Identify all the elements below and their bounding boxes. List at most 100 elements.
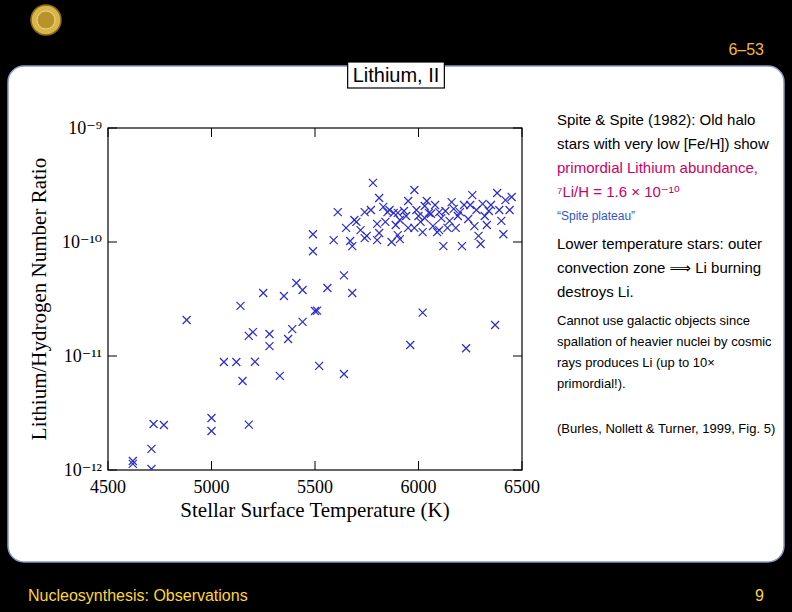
point (508, 193, 516, 201)
chart: 4500500055006000650010⁻¹²10⁻¹¹10⁻¹⁰10⁻⁹S… (27, 118, 540, 522)
point (284, 335, 292, 343)
point (427, 210, 435, 218)
point (375, 229, 383, 237)
point (330, 236, 338, 244)
point (437, 214, 445, 222)
note-text: Spite & Spite (1982): Old halo stars wit… (557, 111, 769, 152)
point (392, 221, 400, 229)
point (160, 421, 168, 429)
y-tick (108, 242, 117, 243)
y-tick (513, 470, 522, 471)
point (481, 212, 489, 220)
y-tick (513, 128, 522, 129)
note: Lower temperature stars: outer convectio… (557, 232, 779, 304)
point (423, 197, 431, 205)
point (483, 221, 491, 229)
point (249, 328, 257, 336)
point (448, 198, 456, 206)
point (458, 242, 466, 250)
point (313, 307, 321, 315)
note: (Burles, Nollett & Turner, 1999, Fig. 5) (557, 416, 779, 442)
x-tick (108, 128, 109, 137)
point (150, 420, 158, 428)
point (315, 362, 323, 370)
point (309, 230, 317, 238)
point (245, 421, 253, 429)
y-tick-label: 10⁻¹² (64, 460, 102, 480)
point (375, 194, 383, 202)
point (334, 208, 342, 216)
point (147, 465, 155, 470)
point (340, 271, 348, 279)
point (309, 247, 317, 255)
point (456, 208, 464, 216)
point (493, 189, 501, 197)
point (265, 330, 273, 338)
point (386, 206, 394, 214)
point (323, 284, 331, 292)
x-tick (418, 128, 419, 137)
logo (31, 5, 61, 35)
point (276, 372, 284, 380)
note: “Spite plateau” (557, 206, 779, 226)
point (419, 309, 427, 317)
point (415, 212, 423, 220)
point (129, 460, 137, 468)
point (497, 217, 505, 225)
x-tick-label: 6000 (401, 477, 437, 497)
point (468, 191, 476, 199)
point (352, 218, 360, 226)
note-text: “Spite plateau” (557, 209, 635, 223)
point (394, 209, 402, 217)
point (495, 206, 503, 214)
note-text: ⁷Li/H = 1.6 × 10⁻¹⁰ (557, 183, 680, 200)
point (299, 286, 307, 294)
x-tick (211, 128, 212, 137)
point (406, 341, 414, 349)
point (373, 220, 381, 228)
note: Spite & Spite (1982): Old halo stars wit… (557, 108, 779, 204)
point (361, 208, 369, 216)
x-axis-label: Stellar Surface Temperature (K) (180, 498, 449, 522)
point (373, 236, 381, 244)
slide: 6–53 Lithium, II Nucleosynthesis: Observat… (0, 0, 792, 612)
note-text: primordial Lithium abundance, (557, 159, 758, 176)
point (396, 235, 404, 243)
point (288, 325, 296, 333)
point (348, 242, 356, 250)
x-tick-label: 5500 (297, 477, 333, 497)
x-tick-label: 5000 (194, 477, 230, 497)
title: Lithium, II (353, 64, 440, 86)
note-text: Lower temperature stars: outer convectio… (557, 235, 762, 300)
point (410, 186, 418, 194)
point (299, 318, 307, 326)
point (435, 226, 443, 234)
point (431, 201, 439, 209)
slide-number: 6–53 (728, 41, 764, 58)
point (363, 232, 371, 240)
point (208, 427, 216, 435)
point (280, 292, 288, 300)
point (239, 377, 247, 385)
x-tick (315, 461, 316, 470)
point (183, 316, 191, 324)
point (439, 242, 447, 250)
point (470, 222, 478, 230)
y-tick (108, 356, 117, 357)
point (479, 200, 487, 208)
y-tick-label: 10⁻¹⁰ (62, 232, 102, 252)
note: Cannot use galactic objects since spalla… (557, 310, 779, 394)
point (466, 201, 474, 209)
point (487, 201, 495, 209)
x-tick (211, 461, 212, 470)
point (441, 207, 449, 215)
point (340, 370, 348, 378)
x-tick-label: 4500 (90, 477, 126, 497)
point (452, 224, 460, 232)
point (421, 214, 429, 222)
footer: Nucleosynthesis: Observations (28, 587, 248, 604)
y-tick (108, 128, 117, 129)
point (477, 240, 485, 248)
point (251, 358, 259, 366)
point (236, 302, 244, 310)
